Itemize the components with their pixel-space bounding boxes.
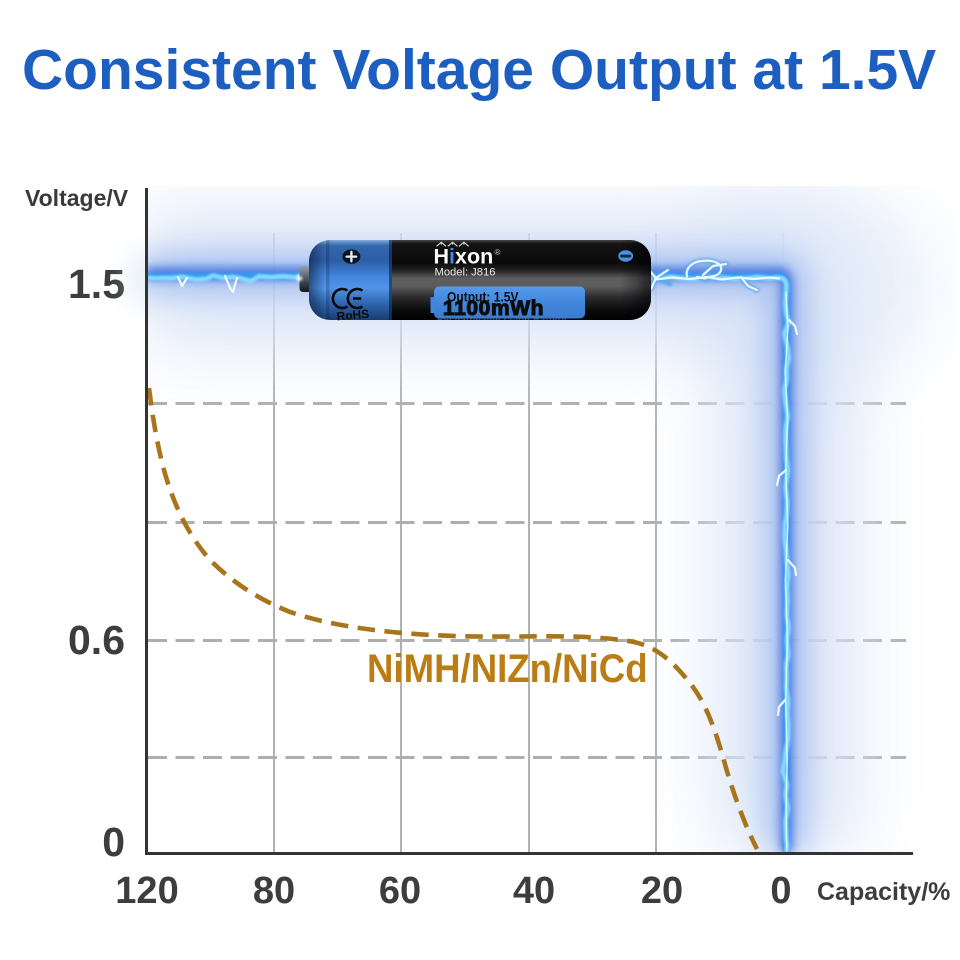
svg-text:Hixon: Hixon — [434, 245, 494, 269]
svg-text:®: ® — [495, 248, 501, 257]
svg-text:Model: J816: Model: J816 — [435, 267, 496, 279]
svg-text:RoHS: RoHS — [336, 307, 370, 324]
svg-text:1100mWh: 1100mWh — [443, 297, 544, 320]
svg-text:Output: 1.5V: Output: 1.5V — [447, 289, 519, 305]
